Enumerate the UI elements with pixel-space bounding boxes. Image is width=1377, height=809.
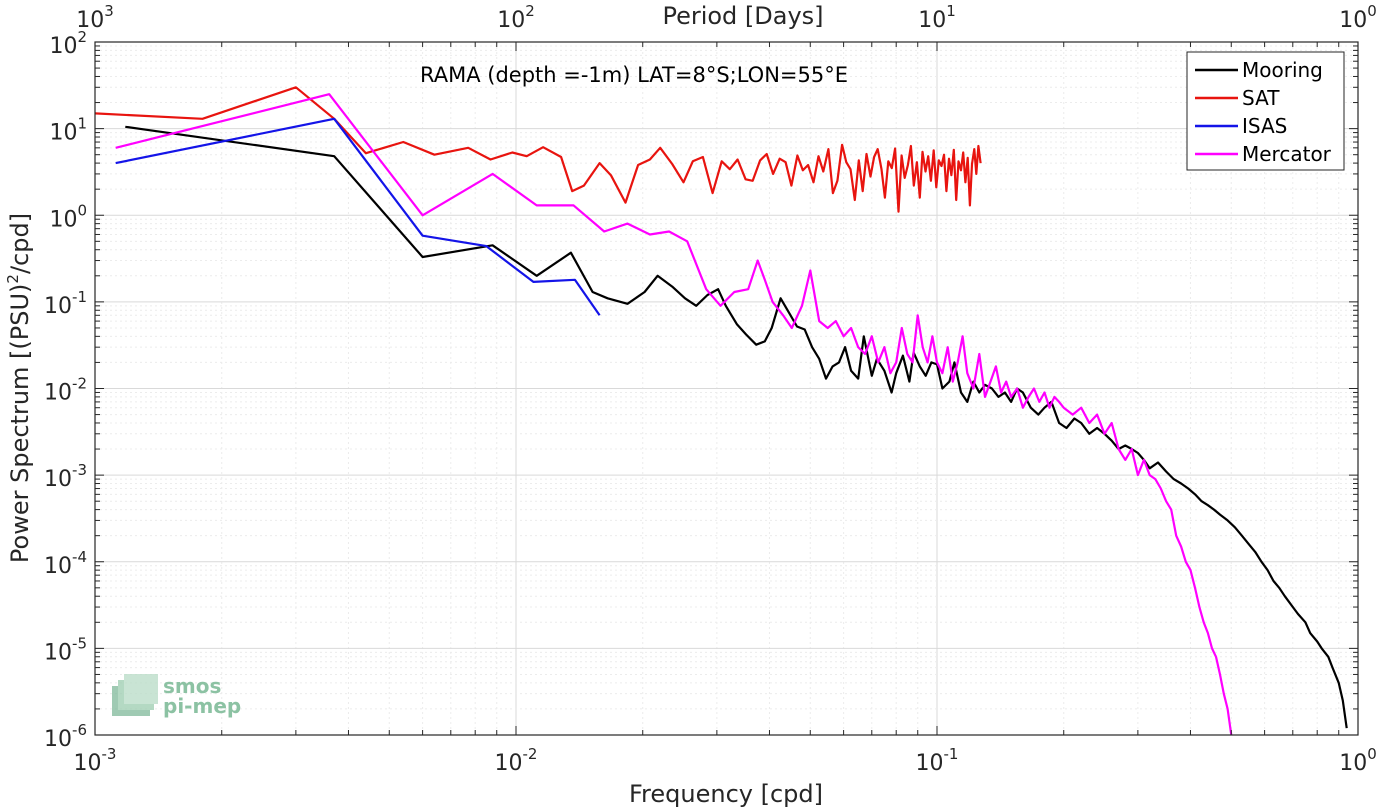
x2-tick-label: 101	[918, 2, 956, 33]
legend-label-mooring: Mooring	[1242, 58, 1323, 82]
logo-mark	[112, 674, 158, 716]
x2-axis-label: Period [Days]	[662, 2, 823, 30]
series-line-sat	[94, 86, 982, 213]
smos-pimep-logo: smos pi-mep	[112, 674, 241, 718]
x-axis-label: Frequency [cpd]	[629, 780, 823, 808]
y-tick-label: 100	[49, 201, 87, 232]
y-tick-label: 10-4	[44, 548, 87, 579]
y-tick-label: 102	[49, 28, 87, 59]
series-line-isas	[115, 117, 601, 316]
legend: Mooring SAT ISAS Mercator	[1186, 51, 1345, 171]
y-tick-label: 10-6	[44, 721, 87, 752]
y-tick-label: 10-3	[44, 461, 87, 492]
x2-tick-label: 100	[1339, 2, 1377, 33]
x2-tick-label: 102	[497, 2, 535, 33]
legend-label-sat: SAT	[1242, 86, 1280, 110]
y-axis-label: Power Spectrum [(PSU)2/cpd]	[4, 213, 34, 563]
chart-title: RAMA (depth =-1m) LAT=8°S;LON=55°E	[420, 63, 848, 87]
legend-box	[1186, 51, 1345, 171]
logo-text-line1: smos	[163, 674, 221, 698]
legend-label-isas: ISAS	[1242, 114, 1287, 138]
series-group	[94, 86, 1348, 736]
x-tick-label: 10-3	[74, 745, 117, 776]
tick-marks	[94, 42, 1358, 736]
x-tick-label: 100	[1339, 745, 1377, 776]
x-tick-label: 10-1	[916, 745, 959, 776]
y-tick-label: 10-2	[44, 375, 87, 406]
series-line-mercator	[115, 93, 1233, 736]
logo-text-line2: pi-mep	[163, 694, 241, 718]
y-tick-label: 101	[49, 115, 87, 146]
y-tick-label: 10-5	[44, 634, 87, 665]
x2-tick-label: 103	[76, 2, 114, 33]
x-tick-label: 10-2	[495, 745, 538, 776]
legend-label-mercator: Mercator	[1242, 142, 1332, 166]
y-tick-label: 10-1	[44, 288, 87, 319]
